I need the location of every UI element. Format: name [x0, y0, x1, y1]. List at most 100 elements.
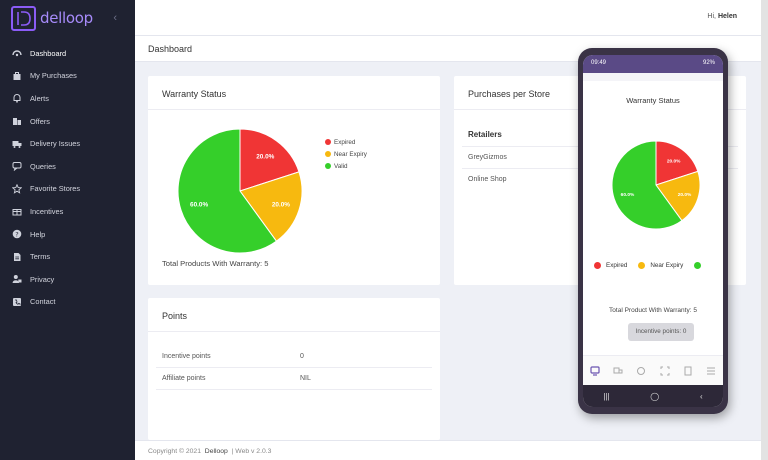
retailers-heading: Retailers — [468, 130, 502, 139]
phone-mockup: 09:49 92% Warranty Status 20.0% 20.0% 60.0… — [578, 48, 728, 414]
collapse-sidebar-icon[interactable]: ‹ — [113, 12, 117, 24]
home-icon[interactable]: ◯ — [650, 391, 660, 401]
version: | Web v 2.0.3 — [231, 448, 272, 455]
phone-legend-label: Near Expiry — [650, 262, 684, 269]
pie-data-label: 20.0% — [678, 192, 692, 198]
phone-pie-svg: 20.0% 20.0% 60.0% — [611, 140, 701, 230]
pie-slice-valid[interactable] — [611, 140, 683, 230]
warranty-card-title: Warranty Status — [148, 76, 440, 110]
offers-tab-icon[interactable] — [636, 366, 646, 376]
points-row-label: Incentive points — [162, 353, 211, 360]
truck-tab-icon[interactable] — [613, 366, 623, 376]
brand-name: delloop — [40, 9, 93, 27]
bell-icon — [11, 93, 22, 104]
sidebar-item-offers[interactable]: Offers — [0, 110, 135, 133]
points-row-value: 0 — [300, 353, 304, 360]
sidebar-item-label: Delivery Issues — [30, 139, 81, 149]
user-greeting[interactable]: Hi, Helen — [707, 13, 737, 20]
pie-slice-near-expiry[interactable] — [655, 170, 701, 222]
footer-text: Copyright © 2021 Delloop | Web v 2.0.3 — [148, 448, 271, 455]
total-warranty-label: Total Products With Warranty: 5 — [162, 259, 269, 268]
phone-legend-item[interactable]: Expired — [594, 262, 627, 269]
footer-brand[interactable]: Delloop — [204, 448, 228, 455]
sidebar-item-favorite-stores[interactable]: Favorite Stores — [0, 178, 135, 201]
sidebar-item-label: Dashboard — [30, 48, 67, 58]
phone-legend-item[interactable]: Near Expiry — [638, 262, 683, 269]
pie-data-label: 20.0% — [667, 158, 681, 164]
scan-tab-icon[interactable] — [660, 366, 670, 376]
phone-tab-bar — [583, 355, 723, 385]
chat-icon — [11, 161, 22, 172]
legend-item[interactable]: Near Expiry — [325, 148, 367, 160]
phone-incentive-button[interactable]: Incentive points: 0 — [628, 323, 694, 341]
phone-system-nav: ||| ◯ ‹ — [583, 385, 723, 407]
phone-screen: 09:49 92% Warranty Status 20.0% 20.0% 60.0… — [583, 55, 723, 407]
pie-slice-near-expiry[interactable] — [239, 171, 303, 242]
warranty-status-card: Warranty Status 20.0% 20.0% 60.0% Expired N… — [148, 76, 440, 285]
greeting-prefix: Hi, — [707, 13, 716, 20]
sidebar-item-delivery-issues[interactable]: Delivery Issues — [0, 132, 135, 155]
dashboard-icon — [11, 48, 22, 59]
phone-pie-chart: 20.0% 20.0% 60.0% — [611, 131, 703, 245]
menu-tab-icon[interactable] — [706, 366, 716, 376]
valid-dot-icon — [694, 262, 702, 269]
pie-slice-valid[interactable] — [177, 128, 278, 254]
near-expiry-dot-icon — [638, 262, 646, 269]
user-lock-icon — [11, 274, 22, 285]
sidebar-item-label: Alerts — [30, 93, 49, 103]
shopping-bag-icon — [11, 70, 22, 81]
phone-battery: 92% — [702, 60, 715, 66]
sidebar-item-terms[interactable]: Terms — [0, 245, 135, 268]
sidebar-item-contact[interactable]: Contact — [0, 291, 135, 314]
recent-apps-icon[interactable]: ||| — [603, 391, 610, 401]
sidebar-item-label: Incentives — [30, 206, 64, 216]
pie-slice-expired[interactable] — [655, 140, 699, 186]
back-icon[interactable]: ‹ — [699, 391, 703, 401]
phone-time: 09:49 — [591, 60, 607, 66]
pie-data-label: 20.0% — [256, 153, 274, 160]
truck-icon — [11, 138, 22, 149]
incentive-points-row: Incentive points 0 — [156, 346, 432, 368]
svg-text:?: ? — [15, 230, 18, 238]
phone-legend-item[interactable] — [694, 262, 706, 269]
pie-data-label: 60.0% — [621, 192, 635, 198]
points-card-title: Points — [148, 298, 440, 332]
sidebar-item-alerts[interactable]: Alerts — [0, 87, 135, 110]
affiliate-points-row: Affiliate points NIL — [156, 368, 432, 390]
sidebar-item-label: Offers — [30, 116, 50, 126]
help-icon: ? — [11, 229, 22, 240]
sidebar-item-my-purchases[interactable]: My Purchases — [0, 65, 135, 88]
sidebar-item-queries[interactable]: Queries — [0, 155, 135, 178]
sidebar-item-label: Favorite Stores — [30, 184, 81, 194]
sidebar-item-label: My Purchases — [30, 71, 77, 81]
sidebar-item-dashboard[interactable]: Dashboard — [0, 42, 135, 65]
dashboard-tab-icon[interactable] — [590, 365, 600, 376]
copyright: Copyright © 2021 — [148, 448, 201, 455]
legend-label: Near Expiry — [334, 150, 367, 158]
sidebar-item-label: Queries — [30, 161, 56, 171]
sidebar-item-privacy[interactable]: Privacy — [0, 268, 135, 291]
phone-chart-title: Warranty Status — [626, 96, 680, 105]
legend-label: Valid — [334, 162, 348, 170]
pie-slice-expired[interactable] — [239, 128, 300, 192]
sidebar-nav: Dashboard My Purchases Alerts Offers Deliver… — [0, 42, 135, 313]
sidebar-item-help[interactable]: ? Help — [0, 223, 135, 246]
page-title: Dashboard — [148, 44, 193, 54]
logo-icon — [11, 5, 36, 31]
receipt-tab-icon[interactable] — [683, 366, 693, 376]
warranty-legend: Expired Near Expiry Valid — [325, 136, 367, 172]
legend-item[interactable]: Expired — [325, 136, 367, 148]
page-scrollbar[interactable] — [761, 0, 768, 460]
sidebar-item-incentives[interactable]: Incentives — [0, 200, 135, 223]
legend-item[interactable]: Valid — [325, 160, 367, 172]
offers-icon — [11, 116, 22, 127]
warranty-pie-chart: 20.0% 20.0% 60.0% — [177, 128, 305, 258]
warranty-pie-svg: 20.0% 20.0% 60.0% — [177, 128, 303, 254]
points-card: Points Incentive points 0 Affiliate poin… — [148, 298, 440, 440]
contact-icon — [11, 296, 22, 307]
brand[interactable]: delloop ‹ — [0, 0, 135, 36]
pie-data-label: 20.0% — [272, 201, 290, 208]
footer: Copyright © 2021 Delloop | Web v 2.0.3 — [135, 440, 761, 460]
phone-status-bar: 09:49 92% — [583, 55, 723, 73]
sidebar-item-label: Help — [30, 229, 46, 239]
